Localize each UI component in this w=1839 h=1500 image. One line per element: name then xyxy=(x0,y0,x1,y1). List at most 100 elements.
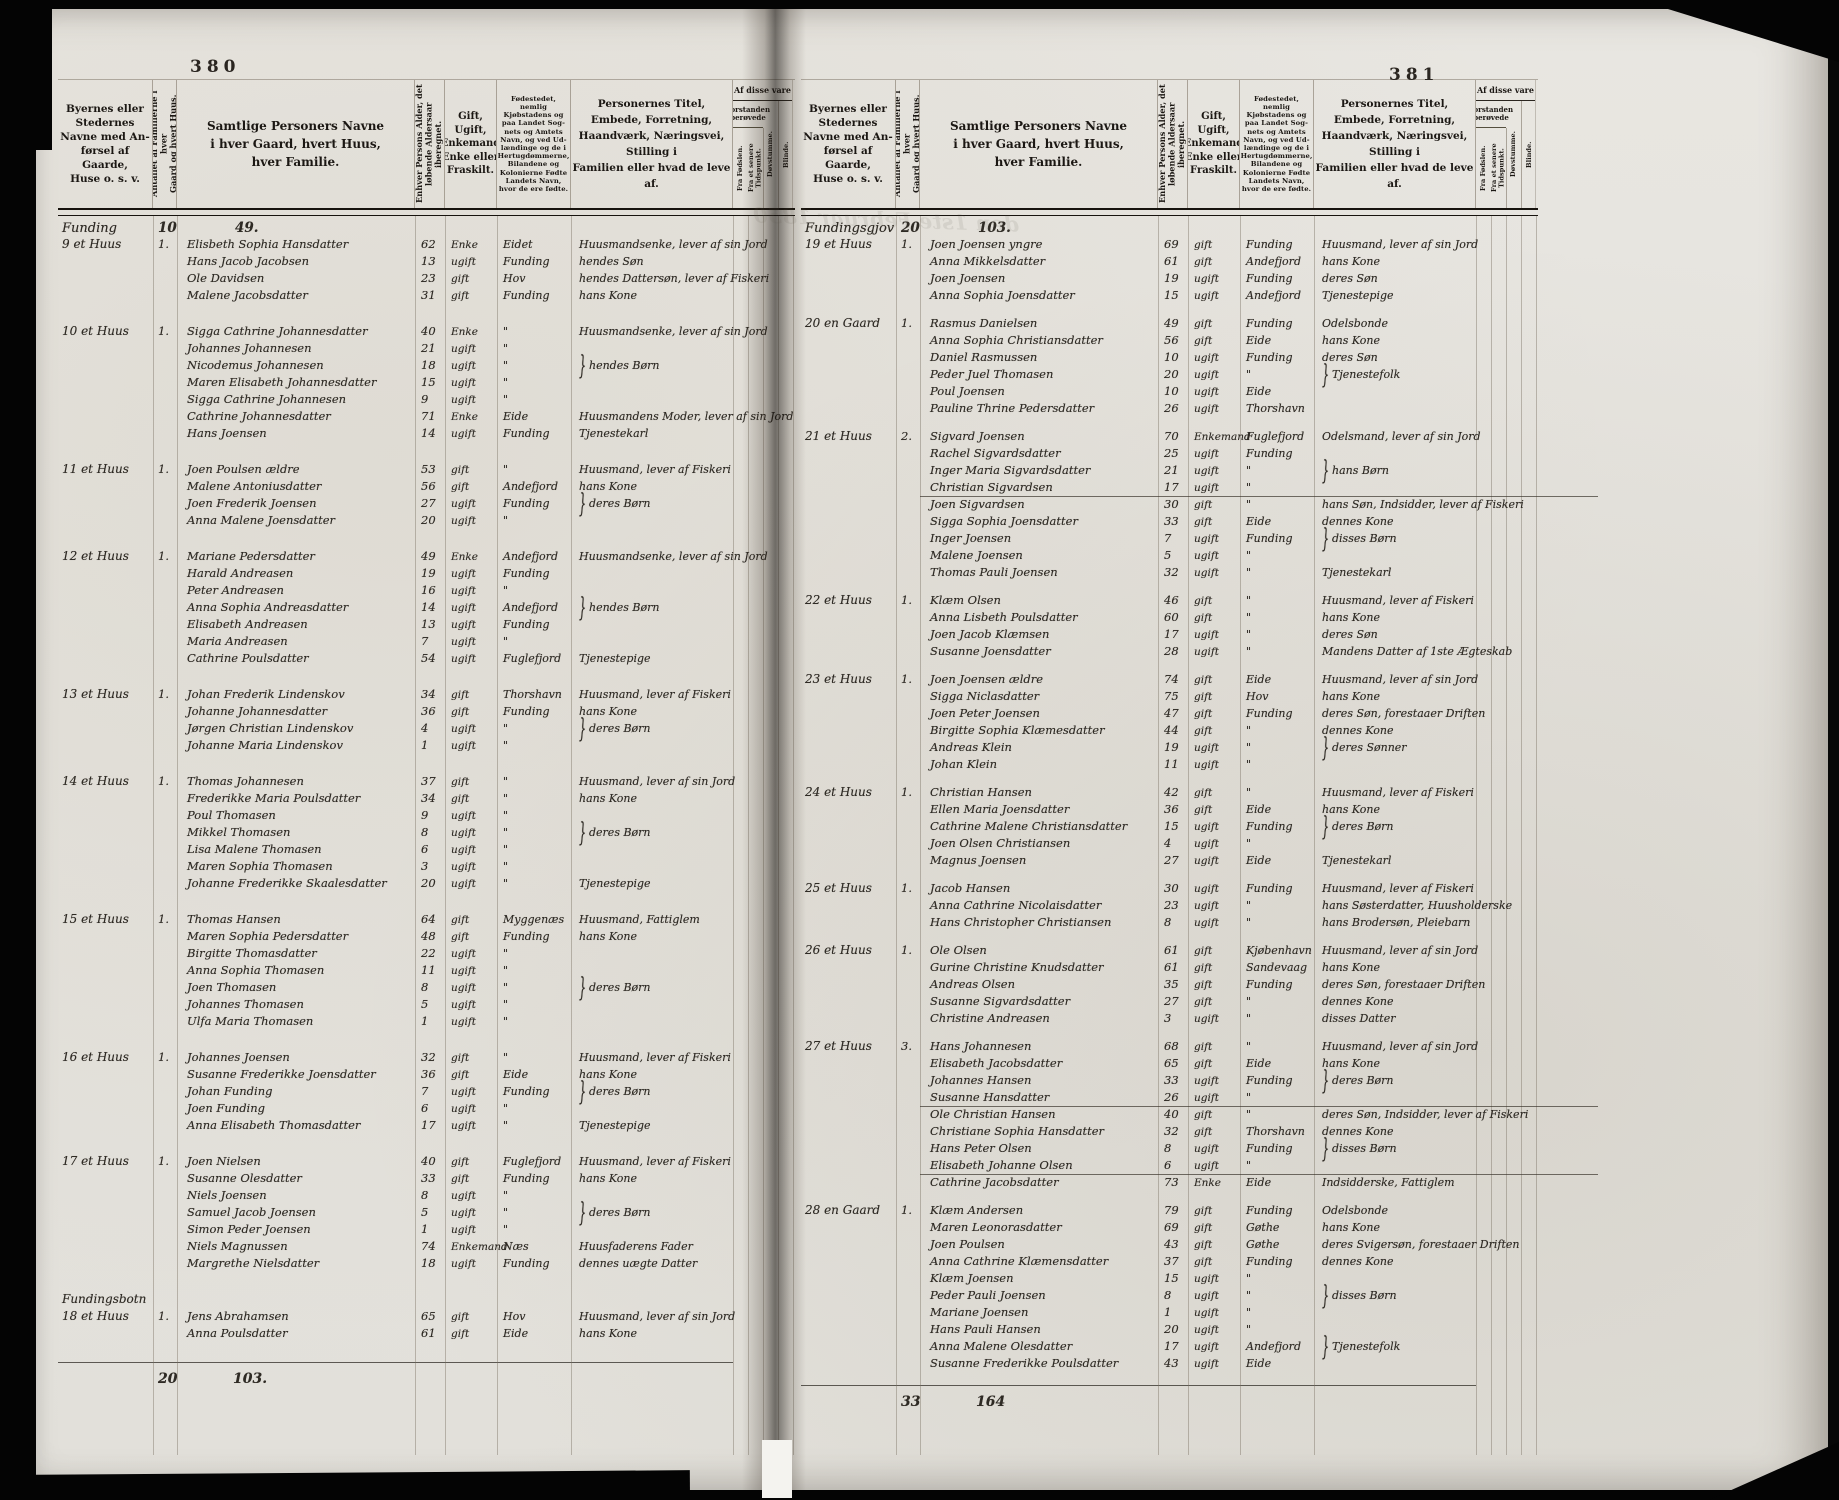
person-row: 23 et Huus 1. Joen Joensen ældre 74 gift Eide… xyxy=(801,672,1538,689)
place-name: Funding xyxy=(62,221,117,236)
family-count: 1. xyxy=(158,1309,169,1323)
brace-mark: } xyxy=(579,349,586,382)
column-header-birthplace-label: Fødestedet, nemlig Kjøbstadens og paa La… xyxy=(1240,94,1313,194)
occupation: } deres Børn xyxy=(579,712,651,745)
person-age: 69 xyxy=(1164,237,1179,251)
book-spine-shadow xyxy=(742,9,806,1490)
birthplace: Eide xyxy=(1246,803,1272,816)
marital-status: gift xyxy=(451,464,470,476)
occupation: deres Søn xyxy=(1322,351,1378,364)
person-row: 22 et Huus 1. Klæm Olsen 46 gift " Huusmand, l… xyxy=(801,593,1538,610)
birthplace: Funding xyxy=(503,427,550,440)
column-rule xyxy=(733,216,734,1455)
marital-status: gift xyxy=(451,290,470,302)
person-name: Nicodemus Johannesen xyxy=(187,358,324,372)
person-name: Niels Joensen xyxy=(187,1188,267,1202)
birthplace: Funding xyxy=(1246,317,1293,330)
person-age: 44 xyxy=(1164,723,1179,737)
person-age: 23 xyxy=(421,271,436,285)
birthplace: " xyxy=(1246,916,1252,929)
person-row: Thomas Pauli Joensen 32 ugift " Tjenestekarl xyxy=(801,565,1538,582)
person-name: Maria Andreasen xyxy=(187,634,288,648)
person-name: Maren Elisabeth Johannesdatter xyxy=(187,375,377,389)
occupation: } deres Børn xyxy=(579,971,651,1004)
column-header-birthplace-label: Fødestedet, nemlig Kjøbstadens og paa La… xyxy=(497,94,570,194)
person-row: Joen Peter Joensen 47 gift Funding deres Søn… xyxy=(801,706,1538,723)
birthplace: " xyxy=(503,739,509,752)
occupation: Odelsbonde xyxy=(1322,317,1389,330)
birthplace: Funding xyxy=(503,618,550,631)
column-header-occupation-label: Personernes Titel, Embede, Forretning, H… xyxy=(572,98,731,190)
birthplace: Thorshavn xyxy=(503,688,562,701)
marital-status: ugift xyxy=(451,498,476,510)
person-name: Elisbeth Sophia Hansdatter xyxy=(187,237,349,251)
person-row: Hans Christopher Christiansen 8 ugift " hans… xyxy=(801,915,1538,932)
marital-status: gift xyxy=(1194,787,1213,799)
marital-status: gift xyxy=(1194,996,1213,1008)
person-row: 14 et Huus 1. Thomas Johannesen 37 gift " Huus… xyxy=(58,774,795,791)
person-row: Anna Poulsdatter 61 gift Eide hans Kone xyxy=(58,1326,795,1343)
birthplace: " xyxy=(1246,1323,1252,1336)
birthplace: Hov xyxy=(1246,690,1269,703)
marital-status: ugift xyxy=(1194,567,1219,579)
household-group: 18 et Huus 1. Jens Abrahamsen 65 gift Hov Huus… xyxy=(58,1309,795,1343)
carried-families-total: 10 xyxy=(158,220,177,236)
person-age: 23 xyxy=(1164,898,1179,912)
marital-status: gift xyxy=(1194,945,1213,957)
person-age: 8 xyxy=(1164,1288,1172,1302)
person-age: 11 xyxy=(421,963,436,977)
family-count: 1. xyxy=(901,672,912,686)
person-row: Joen Sigvardsen 30 gift " hans Søn, Indsidde… xyxy=(801,496,1598,514)
person-age: 6 xyxy=(421,1101,429,1115)
column-rule xyxy=(497,216,498,1455)
person-age: 7 xyxy=(421,1084,429,1098)
person-row: Peder Juel Thomasen 20 ugift "} Tjenestefolk xyxy=(801,359,1538,390)
person-row: Ellen Maria Joensdatter 36 gift Eide hans Ko… xyxy=(801,802,1538,819)
occupation: } Tjenestefolk xyxy=(1322,1330,1401,1363)
person-row: Joen Funding 6 ugift " xyxy=(58,1101,795,1118)
birthplace: " xyxy=(1246,645,1252,658)
person-age: 49 xyxy=(1164,316,1179,330)
column-rule xyxy=(1476,216,1477,1455)
marital-status: gift xyxy=(1194,962,1213,974)
occupation: deres Søn xyxy=(1322,272,1378,285)
person-row: Poul Thomasen 9 ugift " xyxy=(58,808,795,825)
marital-status: ugift xyxy=(451,844,476,856)
person-age: 15 xyxy=(1164,288,1179,302)
occupation: } hendes Børn xyxy=(579,349,660,382)
occupation: Tjenestepige xyxy=(579,877,651,890)
person-row: Maren Elisabeth Johannesdatter 15 ugift " xyxy=(58,375,795,392)
marital-status: ugift xyxy=(1194,386,1219,398)
marital-status: ugift xyxy=(451,1016,476,1028)
marital-status: gift xyxy=(451,914,470,926)
person-row: Lisa Malene Thomasen 6 ugift " xyxy=(58,842,795,859)
marital-status: gift xyxy=(451,706,470,718)
person-row: 25 et Huus 1. Jacob Hansen 30 ugift Funding Hu… xyxy=(801,881,1538,898)
birthplace: " xyxy=(503,826,509,839)
page-body: Fundingsgjov 20 103. 19 et Huus 1. Joen Joens… xyxy=(801,216,1598,1455)
person-name: Poul Thomasen xyxy=(187,808,276,822)
person-row: Elisabeth Andreasen 13 ugift Funding xyxy=(58,617,795,634)
family-count: 1. xyxy=(158,774,169,788)
person-name: Hans Pauli Hansen xyxy=(930,1322,1041,1336)
marital-status: gift xyxy=(1194,256,1213,268)
person-row: 17 et Huus 1. Joen Nielsen 40 gift Fuglefjord… xyxy=(58,1154,795,1171)
house-label: 11 et Huus xyxy=(62,462,129,476)
person-row: Anna Sophia Christiansdatter 56 gift Eide ha… xyxy=(801,333,1538,350)
person-row: Joen Joensen 19 ugift Funding deres Søn xyxy=(801,271,1538,288)
marital-status: gift xyxy=(451,776,470,788)
person-row: Elisabeth Jacobsdatter 65 gift Eide hans Kon… xyxy=(801,1056,1538,1073)
person-age: 70 xyxy=(1164,429,1179,443)
person-row: Sigga Sophia Joensdatter 33 gift Eide dennes… xyxy=(801,514,1538,531)
marital-status: ugift xyxy=(451,723,476,735)
birthplace: Fuglefjord xyxy=(503,1155,562,1168)
marital-status: ugift xyxy=(451,982,476,994)
person-name: Joen Olsen Christiansen xyxy=(930,836,1071,850)
birthplace: " xyxy=(503,843,509,856)
person-row: Elisabeth Johanne Olsen 6 ugift " xyxy=(801,1158,1538,1175)
person-age: 9 xyxy=(421,392,429,406)
person-age: 16 xyxy=(421,583,436,597)
person-age: 37 xyxy=(421,774,436,788)
place-name: Fundingsgjov xyxy=(805,221,895,236)
person-name: Andreas Klein xyxy=(930,740,1012,754)
